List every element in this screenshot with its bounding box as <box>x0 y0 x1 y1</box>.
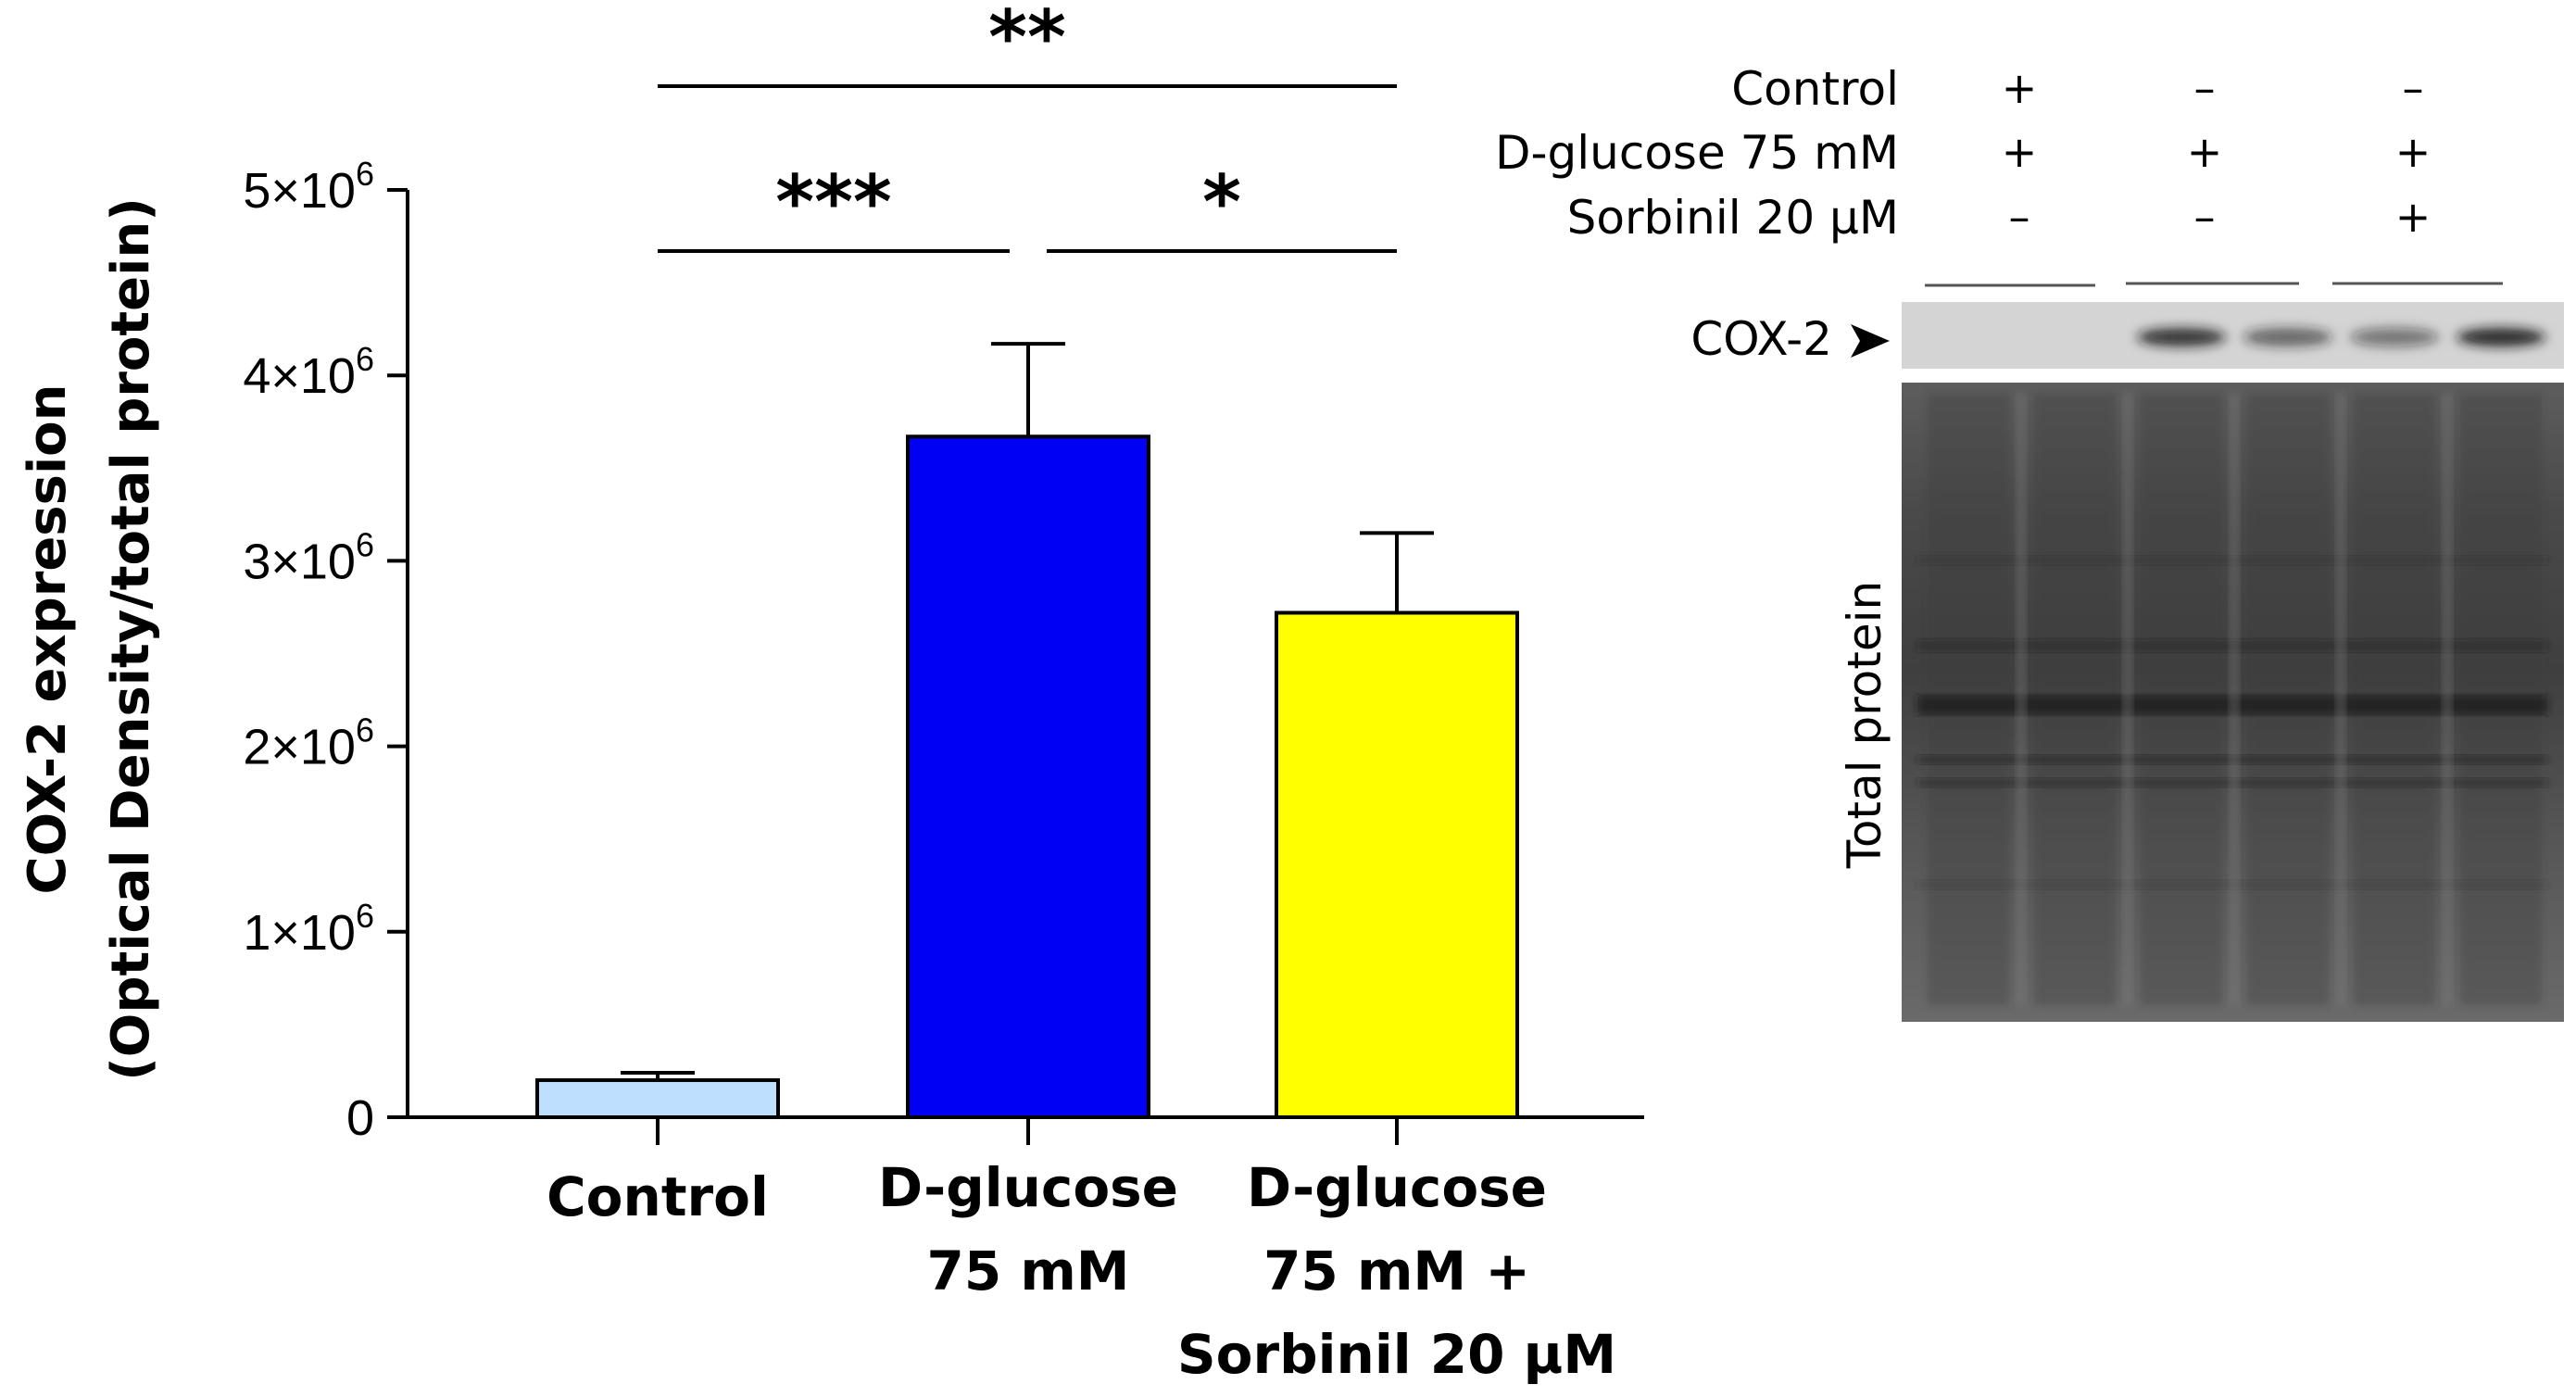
blot-row-label: D-glucose 75 mM <box>1495 126 1899 180</box>
blot-panel: Control + – – D-glucose 75 mM + + + Sorbinil 20 … <box>1495 62 2564 1022</box>
total-protein-lanes <box>1917 394 2547 1005</box>
blot-sign: – <box>2403 63 2424 113</box>
blot-row-label: Control <box>1731 62 1899 116</box>
cox2-band <box>2457 328 2545 346</box>
lane-gap <box>2442 394 2453 1005</box>
y-tick-label: 3×106 <box>243 525 374 589</box>
significance-brackets: ***** * <box>658 0 1397 253</box>
blot-sign: – <box>2194 192 2216 242</box>
category-label: 75 mM + <box>1263 1240 1530 1303</box>
cox2-band <box>2350 328 2439 346</box>
y-tick-label: 0 <box>346 1090 374 1146</box>
blot-condition-table: Control + – – D-glucose 75 mM + + + Sorbinil 20 … <box>1495 62 2431 245</box>
blot-sign: + <box>2002 127 2038 177</box>
category-label: 75 mM <box>926 1240 1129 1303</box>
blot-sign: + <box>2187 127 2223 177</box>
significance-label: * <box>1202 159 1241 245</box>
category-labels: Control D-glucose 75 mM D-glucose 75 mM + Sor… <box>547 1156 1616 1386</box>
category-label: Sorbinil 20 µM <box>1177 1323 1616 1386</box>
significance-label: ** <box>988 0 1066 81</box>
y-tick-label: 1×106 <box>243 897 374 961</box>
error-bars <box>621 342 1434 1080</box>
cox2-band <box>2243 328 2332 346</box>
category-label: D-glucose <box>1247 1156 1547 1219</box>
blot-sign: + <box>2002 63 2038 113</box>
blot-row-label: Sorbinil 20 μM <box>1567 191 1899 245</box>
cox2-label: COX-2 <box>1690 312 1832 366</box>
y-tick-label: 4×106 <box>243 340 374 404</box>
arrow-icon <box>1851 324 1890 358</box>
y-tick-label: 2×106 <box>243 711 374 775</box>
blot-sign: + <box>2395 192 2431 242</box>
y-axis-title: COX-2 expression (Optical Density/total … <box>18 197 161 1081</box>
y-axis-title-line2: (Optical Density/total protein) <box>101 197 161 1081</box>
lane-gap <box>2229 394 2240 1005</box>
y-axis-title-line1: COX-2 expression <box>18 384 78 894</box>
cox2-blot-strip <box>1902 302 2564 369</box>
y-axis: 0 1×106 2×106 3×106 4×106 5×106 <box>243 155 409 1146</box>
cox2-band <box>2137 328 2226 346</box>
x-axis <box>408 1115 1644 1145</box>
lane-gap <box>2122 394 2133 1005</box>
category-label: D-glucose <box>878 1156 1178 1219</box>
significance-label: *** <box>775 159 892 245</box>
cox2-bands <box>2137 328 2545 346</box>
lane-gap <box>2016 394 2027 1005</box>
lane-gap <box>2335 394 2346 1005</box>
blot-sign: – <box>2009 192 2030 242</box>
bar-2 <box>906 434 1150 1119</box>
category-label: Control <box>547 1165 769 1228</box>
bar-1 <box>535 1077 780 1119</box>
total-protein-label: Total protein <box>1838 581 1891 869</box>
bars <box>535 434 1519 1119</box>
blot-sign: – <box>2194 63 2216 113</box>
y-tick-label: 5×106 <box>243 155 374 219</box>
bar-3 <box>1275 610 1519 1119</box>
blot-sign: + <box>2395 127 2431 177</box>
